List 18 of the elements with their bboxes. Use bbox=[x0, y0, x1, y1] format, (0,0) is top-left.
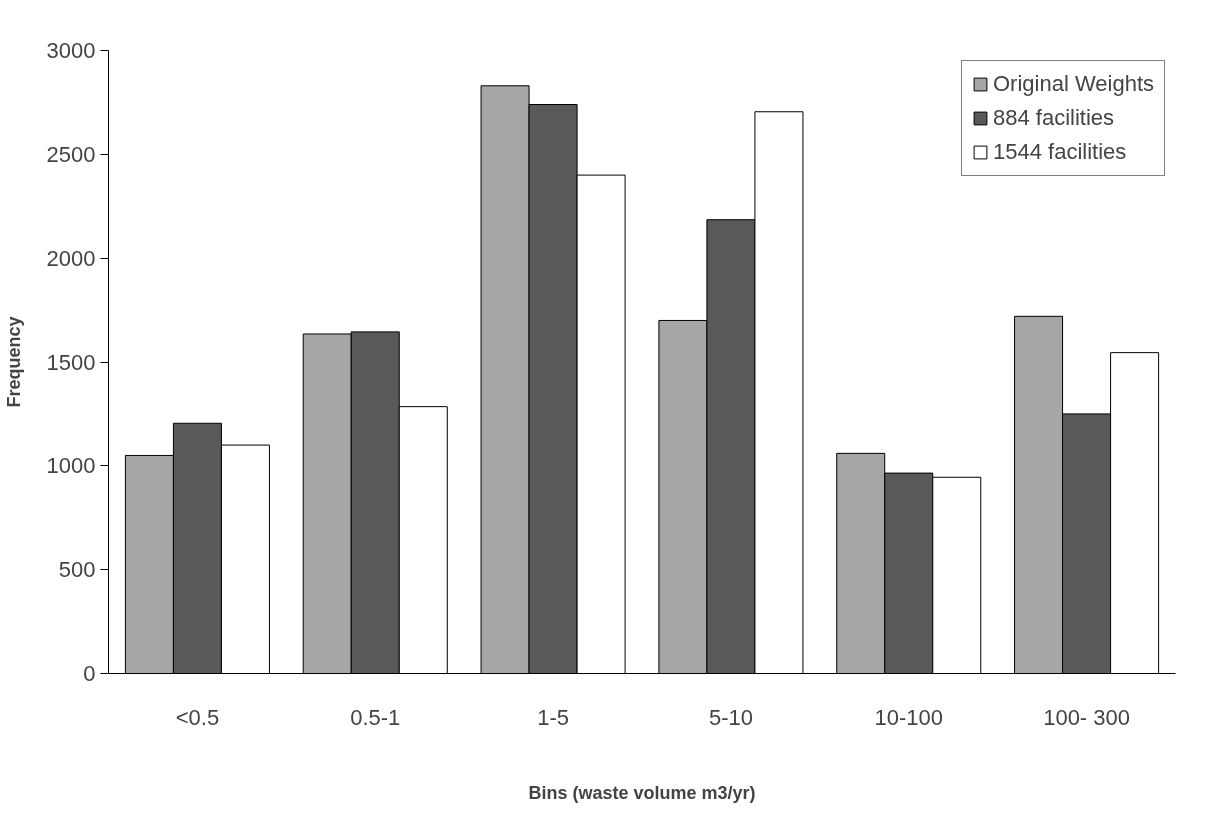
x-tick-label: <0.5 bbox=[175, 704, 220, 730]
y-tick-label: 2500 bbox=[46, 141, 96, 167]
y-tick-label: 0 bbox=[83, 661, 96, 686]
legend-label: 1544 facilities bbox=[993, 139, 1127, 165]
x-axis-title: Bins (waste volume m3/yr) bbox=[528, 782, 756, 803]
x-tick-label: 10-100 bbox=[874, 704, 944, 730]
y-tick-label: 500 bbox=[58, 557, 96, 583]
x-tick-label: 0.5-1 bbox=[350, 704, 401, 730]
y-tick-label: 3000 bbox=[46, 38, 96, 63]
y-axis-title: Frequency bbox=[3, 316, 24, 408]
y-tick-label: 1500 bbox=[46, 349, 96, 375]
x-tick-label: 1-5 bbox=[537, 704, 569, 730]
x-tick-label: 5-10 bbox=[708, 704, 753, 730]
y-tick-label: 2000 bbox=[46, 245, 96, 271]
legend-label: 884 facilities bbox=[993, 105, 1115, 131]
legend-label: Original Weights bbox=[993, 71, 1154, 97]
y-tick-label: 1000 bbox=[46, 453, 96, 479]
x-tick-label: 100- 300 bbox=[1043, 704, 1131, 730]
